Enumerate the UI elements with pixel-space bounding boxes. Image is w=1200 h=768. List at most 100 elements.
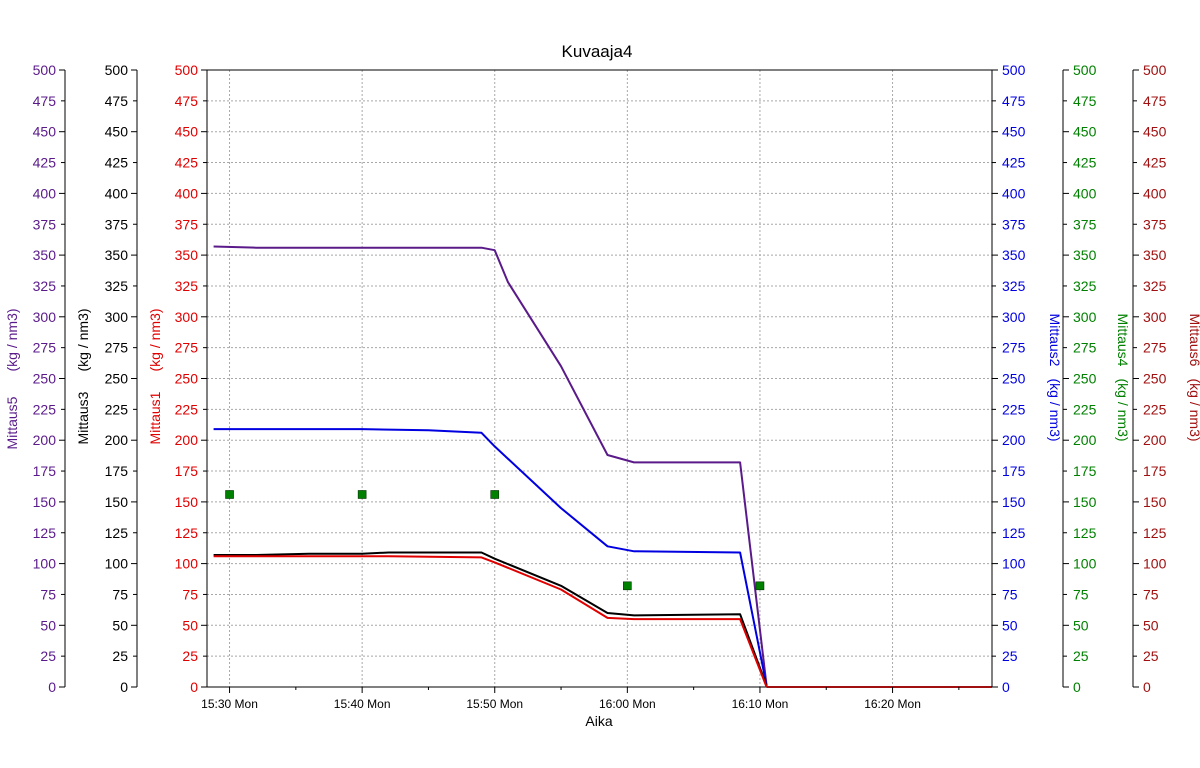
y-tick-label: 375: [1143, 216, 1167, 232]
y-tick-label: 75: [1002, 586, 1018, 602]
y-tick-label: 175: [175, 463, 199, 479]
y-tick-label: 150: [1073, 494, 1097, 510]
y-axis-mittaus4: 0 25 50 75 100 125 150 175 200 225 250 275 300 325 350…: [1062, 62, 1131, 695]
y-axis-mittaus3: 0 25 50 75 100 125 150 175 200 225 250 275 300 325 350…: [75, 62, 138, 695]
y-tick-label: 325: [1002, 278, 1026, 294]
y-tick-label: 400: [105, 185, 129, 201]
y-tick-label: 400: [1002, 185, 1026, 201]
y-tick-label: 150: [1002, 494, 1026, 510]
y-tick-label: 425: [1143, 155, 1167, 171]
y-tick-label: 325: [175, 278, 199, 294]
y-tick-label: 50: [1073, 617, 1089, 633]
y-tick-label: 250: [105, 371, 129, 387]
y-tick-label: 100: [105, 556, 129, 572]
y-tick-label: 125: [1143, 525, 1167, 541]
y-tick-label: 350: [1002, 247, 1026, 263]
y-axis-unit: (kg / nm3): [1047, 378, 1063, 441]
y-tick-label: 450: [175, 124, 199, 140]
y-axis-unit: (kg / nm3): [1187, 378, 1200, 441]
y-tick-label: 425: [175, 155, 199, 171]
y-axis-unit: (kg / nm3): [75, 308, 91, 371]
y-tick-label: 175: [105, 463, 129, 479]
y-tick-label: 100: [1143, 556, 1167, 572]
y-tick-label: 325: [33, 278, 57, 294]
y-tick-label: 500: [105, 62, 129, 78]
y-tick-label: 0: [120, 679, 128, 695]
y-tick-label: 150: [33, 494, 57, 510]
x-tick-label: 15:50 Mon: [466, 697, 523, 711]
y-tick-label: 250: [175, 371, 199, 387]
y-tick-label: 500: [1143, 62, 1167, 78]
y-tick-label: 25: [1073, 648, 1089, 664]
y-tick-label: 0: [1143, 679, 1151, 695]
series-line-mittaus5: [213, 245, 768, 686]
data-point-mittaus4: [225, 490, 234, 499]
y-axis-title: Mittaus4: [1115, 314, 1131, 367]
y-tick-label: 450: [1073, 124, 1097, 140]
y-axis-title: Mittaus6: [1187, 314, 1200, 367]
y-tick-label: 0: [1073, 679, 1081, 695]
y-tick-label: 250: [1073, 371, 1097, 387]
y-tick-label: 475: [105, 93, 129, 109]
y-tick-label: 375: [175, 216, 199, 232]
y-tick-label: 50: [112, 617, 128, 633]
series-layer: [213, 245, 992, 688]
y-tick-label: 375: [1073, 216, 1097, 232]
y-tick-label: 300: [105, 309, 129, 325]
y-tick-label: 225: [1002, 401, 1026, 417]
y-tick-label: 450: [1002, 124, 1026, 140]
y-tick-label: 50: [182, 617, 198, 633]
y-tick-label: 275: [1143, 340, 1167, 356]
y-tick-label: 300: [1143, 309, 1167, 325]
axes-layer: 0255075100125150175200225250275300325350…: [4, 62, 1200, 695]
y-tick-label: 125: [1002, 525, 1026, 541]
y-tick-label: 100: [33, 556, 57, 572]
y-tick-label: 175: [33, 463, 57, 479]
y-tick-label: 450: [1143, 124, 1167, 140]
x-tick-label: 16:10 Mon: [732, 697, 789, 711]
data-point-mittaus4: [755, 581, 765, 591]
y-tick-label: 100: [1002, 556, 1026, 572]
y-tick-label: 50: [1143, 617, 1159, 633]
y-tick-label: 350: [1073, 247, 1097, 263]
y-tick-label: 500: [1002, 62, 1026, 78]
y-tick-label: 300: [175, 309, 199, 325]
y-tick-label: 150: [175, 494, 199, 510]
y-tick-label: 200: [105, 432, 129, 448]
y-tick-label: 175: [1143, 463, 1167, 479]
y-tick-label: 325: [105, 278, 129, 294]
y-tick-label: 375: [1002, 216, 1026, 232]
y-tick-label: 250: [1002, 371, 1026, 387]
chart-title: Kuvaaja4: [562, 42, 633, 61]
y-tick-label: 125: [1073, 525, 1097, 541]
y-tick-label: 0: [190, 679, 198, 695]
y-tick-label: 475: [1002, 93, 1026, 109]
y-tick-label: 75: [112, 586, 128, 602]
y-tick-label: 150: [105, 494, 129, 510]
y-tick-label: 350: [1143, 247, 1167, 263]
y-axis-title: Mittaus5: [4, 396, 20, 449]
y-tick-label: 50: [1002, 617, 1018, 633]
y-tick-label: 325: [1143, 278, 1167, 294]
y-axis-title: Mittaus1: [147, 391, 163, 444]
y-tick-label: 475: [175, 93, 199, 109]
y-axis-unit: (kg / nm3): [4, 308, 20, 371]
data-point-mittaus4: [490, 490, 500, 499]
x-tick-label: 16:20 Mon: [864, 697, 921, 711]
y-tick-label: 175: [1073, 463, 1097, 479]
x-axis: 15:30 Mon 15:40 Mon 15:50 Mon 16:00 Mon 16:1…: [201, 687, 960, 711]
y-tick-label: 500: [175, 62, 199, 78]
y-tick-label: 475: [1073, 93, 1097, 109]
y-tick-label: 275: [1073, 340, 1097, 356]
y-tick-label: 25: [182, 648, 198, 664]
y-tick-label: 275: [175, 340, 199, 356]
y-tick-label: 500: [1073, 62, 1097, 78]
y-tick-label: 275: [1002, 340, 1026, 356]
series-line-mittaus2: [213, 428, 768, 686]
series-line-mittaus3: [213, 551, 768, 687]
y-tick-label: 350: [105, 247, 129, 263]
y-tick-label: 50: [40, 617, 56, 633]
y-tick-label: 75: [40, 586, 56, 602]
y-tick-label: 400: [175, 185, 199, 201]
y-tick-label: 100: [1073, 556, 1097, 572]
